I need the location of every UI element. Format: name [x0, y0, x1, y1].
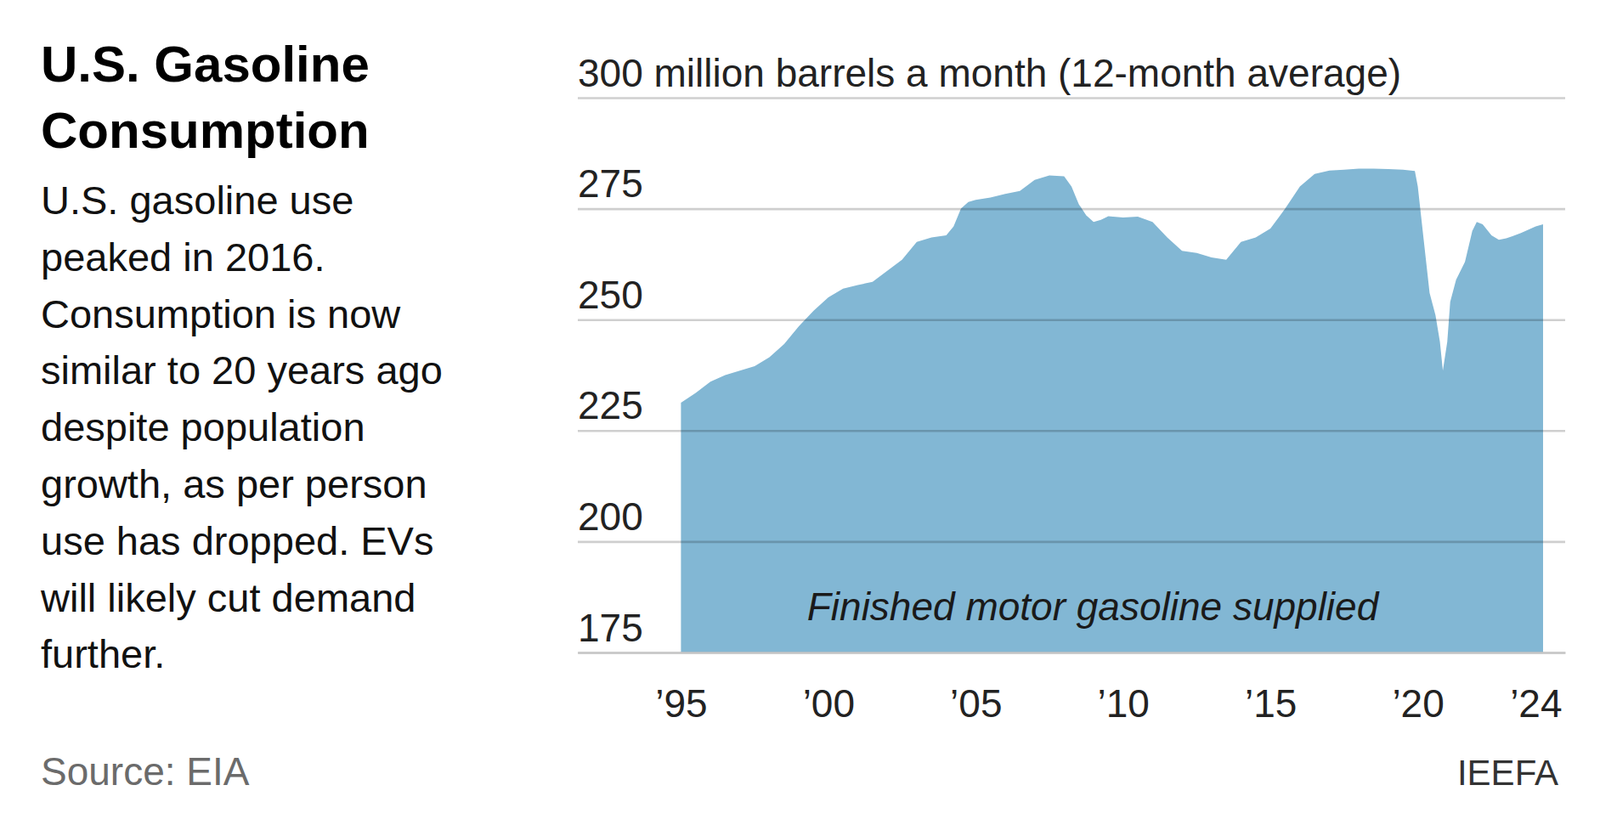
x-tick-label: ’95: [655, 681, 707, 726]
x-tick: ’20: [1391, 652, 1444, 726]
grid-line: [577, 96, 1566, 100]
grid-line: [577, 429, 1566, 433]
source: Source: EIA: [40, 749, 250, 794]
y-tick: 225: [577, 383, 1566, 431]
subtitle: Consumption is now: [40, 291, 402, 337]
subtitle: will likely cut demand: [39, 575, 416, 621]
x-tick-label: ’15: [1244, 681, 1297, 726]
grid-line: [577, 208, 1566, 211]
annotation: Finished motor gasoline supplied: [807, 584, 1380, 629]
x-tick-label: ’10: [1097, 681, 1150, 726]
subtitle: peaked in 2016.: [40, 234, 326, 280]
x-tick: ’00: [802, 652, 855, 726]
subtitle: despite population: [40, 404, 366, 450]
grid-line: [577, 651, 1566, 655]
y-tick: 250: [577, 272, 1566, 321]
y-axis: 175 200 225 250 275 300 million barrels a mon…: [577, 50, 1566, 654]
x-tick-label: ’00: [802, 681, 855, 726]
x-axis: ’95 ’00 ’05 ’10 ’15 ’20 ’24: [578, 652, 1567, 726]
subtitle: further.: [40, 631, 165, 677]
subtitle: growth, as per person: [40, 461, 428, 507]
x-tick: ’24: [1509, 652, 1562, 726]
y-tick-label: 250: [577, 272, 644, 317]
title: U.S. Gasoline: [40, 35, 370, 93]
subtitle: U.S. gasoline use: [40, 177, 354, 223]
subtitle: use has dropped. EVs: [40, 518, 434, 564]
subtitle: similar to 20 years ago: [40, 347, 443, 393]
chart-container: U.S. Gasoline Consumption U.S. gasoline us…: [0, 0, 1600, 836]
chart-svg: U.S. Gasoline Consumption U.S. gasoline us…: [0, 0, 1600, 836]
x-axis-line: [578, 651, 1567, 655]
y-tick-label: 200: [577, 494, 644, 539]
credit: IEEFA: [1457, 752, 1559, 793]
x-tick: ’95: [655, 652, 707, 726]
x-tick-label: ’05: [949, 681, 1002, 726]
y-tick-label: 175: [577, 605, 644, 651]
y-tick: 275: [577, 161, 1566, 210]
y-tick: 300 million barrels a month (12-month av…: [577, 50, 1566, 99]
x-tick-label: ’20: [1391, 681, 1444, 726]
x-tick: ’15: [1244, 652, 1297, 726]
grid-line: [577, 318, 1566, 322]
title: Consumption: [40, 101, 370, 159]
y-tick-label: 275: [577, 161, 644, 206]
grid-line: [577, 541, 1566, 544]
text-panel: U.S. Gasoline Consumption U.S. gasoline us…: [39, 35, 443, 794]
y-tick: 200: [577, 494, 1566, 543]
x-tick: ’05: [949, 652, 1002, 726]
x-tick-label: ’24: [1509, 681, 1562, 726]
x-tick: ’10: [1097, 652, 1150, 726]
plot-area: [680, 169, 1544, 653]
area: [680, 169, 1544, 653]
y-tick-label: 225: [577, 383, 644, 428]
y-tick-label: 300 million barrels a month (12-month av…: [577, 50, 1402, 96]
